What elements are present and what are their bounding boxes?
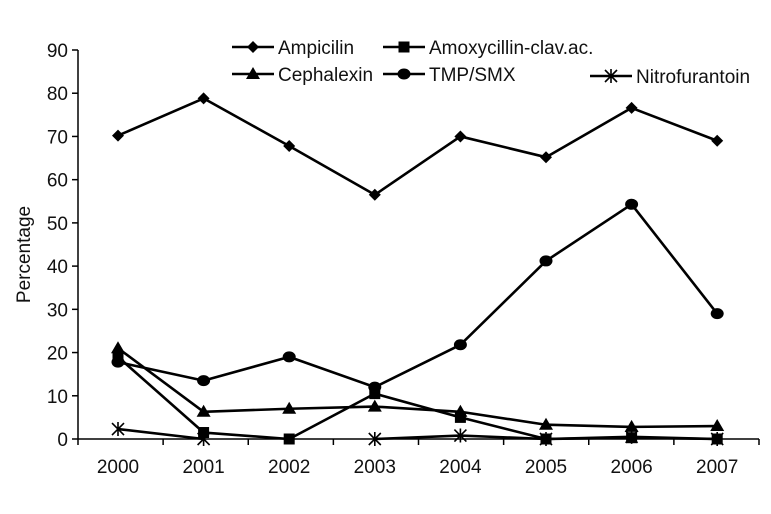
legend-item: Nitrofurantoin (590, 67, 750, 88)
x-tick-label: 2007 (696, 457, 738, 478)
y-tick-label: 70 (47, 127, 68, 148)
legend-item: Cephalexin (232, 65, 373, 86)
legend-label: TMP/SMX (429, 65, 516, 86)
data-point (368, 188, 381, 201)
legend-item: Ampicilin (232, 38, 354, 59)
y-tick-label: 50 (47, 214, 68, 235)
x-tick-label: 2004 (439, 457, 482, 478)
data-point (369, 388, 381, 400)
data-point (604, 69, 618, 83)
y-tick-label: 60 (47, 171, 68, 192)
legend-label: Cephalexin (278, 65, 373, 86)
data-point (196, 404, 211, 417)
y-tick-label: 0 (57, 430, 68, 451)
data-point (246, 67, 260, 79)
y-ticks: 0 10 20 30 40 50 60 70 80 90 (47, 41, 78, 451)
series-layer (111, 92, 725, 446)
legend-label: Amoxycillin-clav.ac. (429, 38, 593, 59)
x-tick-label: 2001 (182, 457, 224, 478)
x-ticks: 2000 2001 2002 2003 2004 2005 2006 2007 (77, 439, 760, 478)
data-point (711, 134, 724, 147)
series-line (117, 347, 718, 429)
y-tick-label: 90 (47, 41, 68, 62)
data-point (710, 308, 724, 320)
data-point (111, 422, 125, 437)
data-point (539, 255, 553, 267)
legend-label: Ampicilin (278, 38, 354, 59)
data-point (625, 198, 639, 210)
data-point (247, 41, 259, 53)
data-point (368, 381, 382, 393)
series-nitrofurantoin (111, 422, 724, 446)
x-tick-label: 2003 (354, 457, 396, 478)
data-point (453, 404, 468, 417)
data-point (625, 429, 639, 444)
data-point (398, 41, 410, 53)
y-axis-title: Percentage (14, 206, 35, 303)
x-tick-label: 2000 (97, 457, 139, 478)
data-point (453, 428, 467, 443)
data-point (540, 151, 552, 164)
data-point (111, 356, 125, 368)
legend-item: Amoxycillin-clav.ac. (383, 38, 593, 59)
data-point (197, 375, 211, 387)
data-point (625, 101, 638, 114)
data-point (112, 129, 124, 142)
y-tick-label: 20 (47, 344, 68, 365)
y-tick-label: 80 (47, 84, 68, 105)
data-point (397, 68, 411, 80)
data-point (282, 401, 297, 414)
data-point (454, 411, 466, 423)
y-tick-label: 10 (47, 387, 68, 408)
legend: Ampicilin Amoxycillin-clav.ac. Cephalexin T… (232, 38, 750, 88)
data-point (283, 139, 296, 152)
data-point (624, 419, 639, 432)
data-point (539, 432, 553, 446)
series-line (117, 97, 718, 197)
legend-label: Nitrofurantoin (636, 67, 750, 88)
data-point (453, 339, 467, 351)
data-point (197, 92, 210, 105)
data-point (282, 351, 296, 363)
data-point (710, 432, 724, 446)
data-point (539, 417, 553, 430)
y-tick-label: 30 (47, 300, 68, 321)
x-tick-label: 2006 (610, 457, 652, 478)
y-tick-label: 40 (47, 257, 68, 278)
series-ampicilin (112, 92, 724, 201)
data-point (367, 399, 382, 412)
series-line (117, 203, 719, 389)
data-point (111, 341, 125, 354)
series-cephalexin (111, 341, 725, 432)
data-point (454, 130, 467, 143)
x-tick-label: 2002 (268, 457, 310, 478)
x-tick-label: 2005 (525, 457, 567, 478)
data-point (710, 419, 725, 432)
legend-item: TMP/SMX (383, 65, 516, 86)
series-tmp-smx (111, 198, 724, 393)
data-point (368, 432, 382, 446)
data-point (197, 432, 211, 446)
data-point (283, 433, 295, 445)
